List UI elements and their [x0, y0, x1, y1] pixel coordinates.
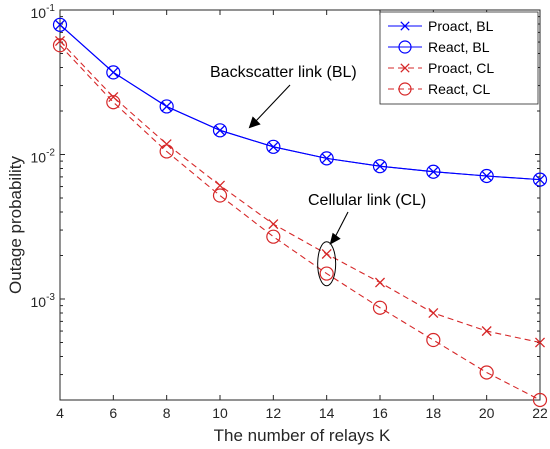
series-point-proact-bl [481, 170, 492, 182]
series-point-proact-cl [268, 219, 279, 230]
legend-swatch-marker-proact-cl [400, 63, 410, 73]
series-line-proact-cl [60, 40, 540, 344]
series-point-react-cl [266, 229, 281, 244]
legend-swatch-marker-react-cl [398, 82, 412, 96]
series-point-react-bl [319, 151, 334, 166]
series-point-react-bl [479, 168, 494, 184]
series-point-proact-bl [374, 161, 386, 172]
y-tick-label: 10-2 [31, 147, 56, 165]
series-point-react-cl [479, 365, 494, 380]
x-tick-label: 12 [266, 405, 282, 421]
series-point-react-cl [106, 95, 121, 110]
annotation-cellular-arrowhead [329, 232, 341, 245]
annotation-cellular-ellipse [317, 241, 337, 287]
y-axis-label: Outage probability [6, 156, 25, 294]
annotation-backscatter-arrowhead [248, 116, 261, 129]
series-point-proact-bl [54, 19, 66, 30]
series-point-proact-cl [214, 180, 226, 191]
x-tick-label: 14 [319, 405, 335, 421]
x-tick-label: 6 [109, 405, 117, 421]
series-point-proact-cl [374, 277, 386, 288]
x-tick-label: 16 [372, 405, 388, 421]
series-point-proact-bl [108, 67, 119, 78]
series-markers-layer [52, 17, 548, 408]
series-point-proact-bl [428, 166, 439, 177]
legend-label-react-bl: React, BL [428, 39, 490, 55]
series-point-react-bl [159, 99, 174, 114]
series-point-react-cl [319, 266, 334, 281]
series-point-react-bl [266, 139, 281, 154]
plot-frame-layer [59, 9, 541, 401]
tick-labels-layer: 4 6 8 10 12 14 16 18 20 22 10-1 10-2 10-3 [31, 3, 548, 421]
legend-label-proact-bl: Proact, BL [428, 18, 494, 34]
series-point-proact-bl [321, 153, 332, 164]
series-point-react-bl [212, 123, 228, 138]
series-point-react-bl [52, 17, 68, 32]
series-point-proact-cl [428, 307, 439, 319]
x-axis-label: The number of relays K [214, 426, 391, 445]
series-point-react-cl [52, 38, 68, 53]
x-tick-label: 4 [56, 405, 64, 421]
x-tick-label: 18 [426, 405, 442, 421]
x-tick-label: 8 [163, 405, 171, 421]
series-line-react-cl [60, 44, 540, 400]
series-point-react-cl [532, 392, 548, 408]
x-tick-label: 10 [212, 405, 228, 421]
legend-swatch-marker-react-bl [398, 40, 412, 54]
series-point-react-bl [372, 159, 388, 174]
annotation-backscatter-arrow [254, 84, 291, 123]
series-point-proact-cl [321, 248, 332, 259]
series-point-proact-cl [161, 139, 172, 150]
series-point-proact-bl [268, 141, 279, 152]
series-point-proact-cl [108, 91, 119, 103]
series-point-react-bl [106, 65, 121, 80]
series-point-proact-cl [534, 337, 546, 348]
series-point-proact-bl [534, 174, 546, 185]
x-tick-label: 20 [479, 405, 495, 421]
annotations-layer: Backscatter link (BL) Cellular link (CL) [210, 64, 426, 287]
series-point-react-cl [212, 188, 228, 203]
y-tick-label: 10-3 [31, 292, 56, 310]
series-point-react-cl [372, 300, 388, 315]
legend-swatch-marker-proact-bl [400, 21, 410, 31]
legend: Proact, BL React, BL Proact, CL React, CL [379, 11, 539, 105]
series-point-proact-cl [54, 36, 66, 47]
annotation-backscatter-label: Backscatter link (BL) [210, 64, 357, 81]
legend-label-react-cl: React, CL [428, 81, 490, 97]
series-line-react-bl [60, 24, 540, 181]
series-point-react-bl [532, 172, 548, 187]
series-point-react-bl [426, 164, 441, 179]
legend-label-proact-cl: Proact, CL [428, 60, 494, 76]
x-tick-label: 22 [532, 405, 548, 421]
series-point-proact-bl [161, 101, 172, 112]
series-point-react-cl [426, 332, 441, 348]
series-point-react-cl [159, 144, 174, 159]
y-tick-label: 10-1 [31, 3, 56, 21]
series-point-proact-bl [214, 125, 226, 136]
plot-frame [59, 9, 541, 401]
series-lines-layer [60, 24, 540, 400]
series-point-proact-cl [481, 326, 492, 337]
annotation-cellular-label: Cellular link (CL) [308, 192, 426, 209]
